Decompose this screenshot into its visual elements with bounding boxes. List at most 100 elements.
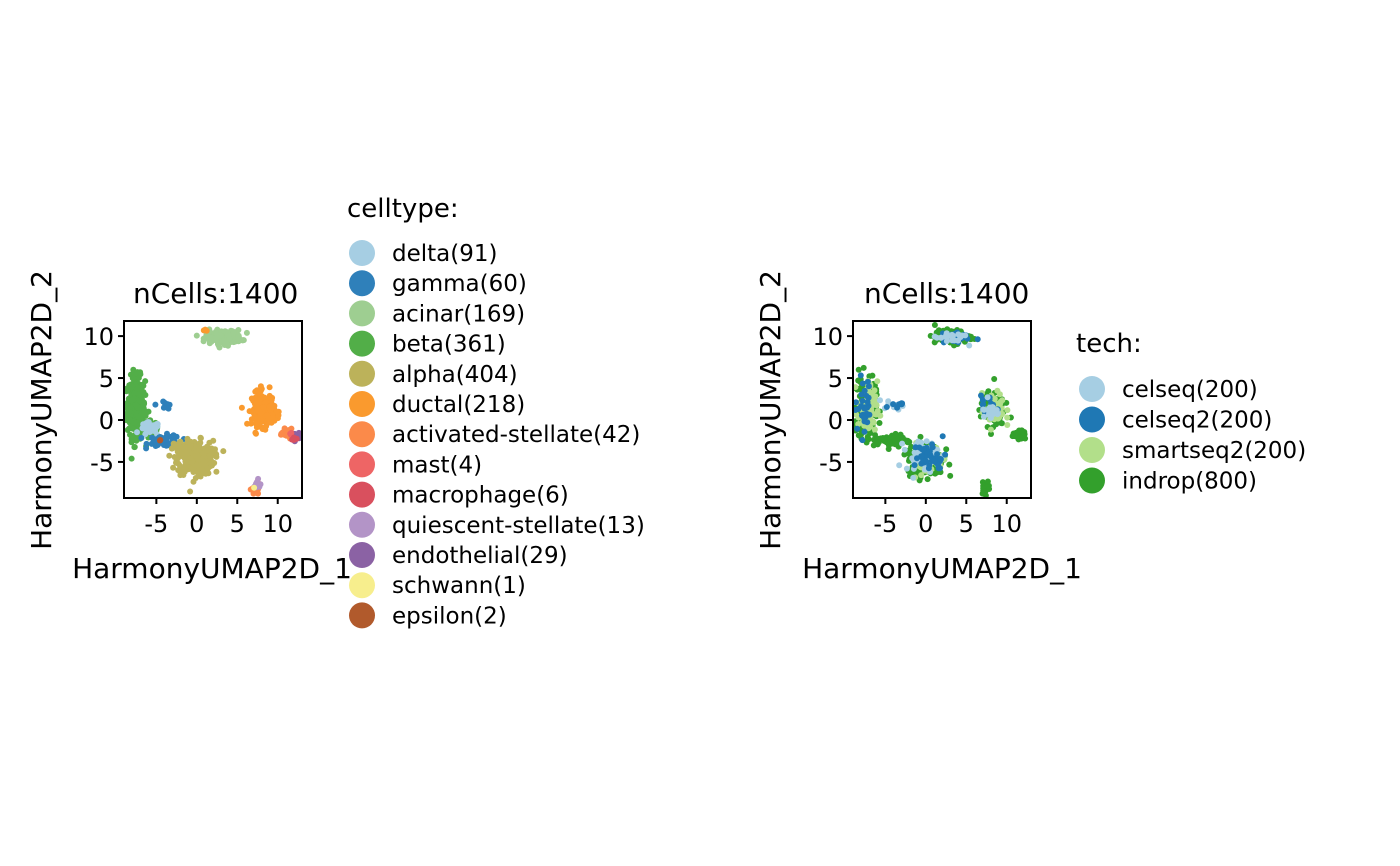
point-alpha [190, 478, 197, 485]
point-alpha [220, 448, 227, 455]
point-celseq [910, 474, 917, 481]
point-celseq2 [927, 451, 934, 458]
point-celseq [948, 333, 955, 340]
legend-entry: celseq2(200) [1079, 406, 1272, 434]
point-acinar [230, 339, 237, 346]
point-indrop [991, 376, 998, 382]
point-celseq2 [923, 458, 930, 465]
point-gamma [160, 404, 167, 411]
point-indrop [986, 486, 993, 492]
legend-entry: alpha(404) [349, 360, 518, 388]
point-celseq2 [863, 392, 870, 399]
point-smartseq2 [871, 387, 878, 394]
legend-swatch [349, 542, 375, 568]
point-smartseq2 [867, 423, 874, 430]
point-celseq2 [942, 451, 949, 458]
point-indrop [916, 477, 923, 484]
point-beta [142, 378, 149, 385]
point-ductal [262, 426, 269, 433]
legend-label: alpha(404) [392, 362, 518, 388]
point-acinar [208, 334, 215, 341]
point-celseq2 [858, 403, 865, 409]
point-celseq2 [864, 399, 871, 405]
legend-entry: celseq(200) [1079, 376, 1258, 403]
point-celseq [923, 438, 930, 445]
point-alpha [207, 460, 214, 467]
legend-label: acinar(169) [392, 301, 525, 327]
x-tick-label: -5 [873, 510, 897, 538]
point-smartseq2 [1004, 422, 1011, 428]
point-alpha [195, 471, 202, 477]
point-beta [131, 444, 138, 451]
legend-entry: mast(4) [349, 451, 482, 478]
point-smartseq2 [918, 472, 925, 479]
x-tick-label: -5 [144, 510, 168, 538]
legend-swatch [349, 572, 375, 599]
y-axis-label: HarmonyUMAP2D_2 [25, 270, 58, 550]
point-indrop [881, 436, 888, 443]
point-indrop [1017, 434, 1024, 441]
x-tick-label: 0 [918, 510, 933, 538]
legend-entry: quiescent-stellate(13) [349, 511, 645, 539]
legend-label: ductal(218) [392, 392, 525, 418]
point-alpha [207, 454, 214, 461]
legend-label: beta(361) [392, 332, 506, 358]
point-delta [139, 425, 146, 431]
point-smartseq2 [999, 410, 1006, 417]
point-activated-stellate [250, 490, 257, 497]
point-celseq2 [853, 399, 859, 406]
point-alpha [194, 452, 201, 459]
plot-frame [123, 320, 303, 499]
chart-title: nCells:1400 [133, 277, 298, 310]
point-beta [128, 455, 135, 462]
x-tick-label: 5 [230, 510, 245, 538]
point-beta [137, 413, 144, 419]
point-celseq2 [918, 453, 925, 460]
point-smartseq2 [1004, 407, 1011, 414]
point-ductal [264, 412, 271, 419]
legend-swatch [1079, 376, 1105, 402]
point-celseq [937, 334, 944, 341]
point-celseq2 [859, 380, 866, 387]
chart-title: nCells:1400 [864, 277, 1029, 310]
y-tick-label: 10 [812, 323, 843, 351]
point-celseq [966, 342, 973, 349]
point-indrop [908, 443, 915, 450]
point-celseq [980, 413, 987, 420]
point-alpha [196, 446, 203, 453]
legend-label: celseq(200) [1122, 377, 1258, 403]
point-beta [142, 411, 149, 418]
point-alpha [183, 444, 190, 451]
point-gamma [161, 437, 168, 443]
point-indrop [988, 431, 994, 437]
point-beta [141, 391, 147, 398]
legend-entry: smartseq2(200) [1079, 437, 1306, 464]
point-smartseq2 [997, 400, 1004, 407]
legend-entry: delta(91) [349, 240, 497, 267]
point-celseq [981, 406, 988, 413]
point-indrop [1018, 427, 1025, 434]
legend-swatch [349, 330, 375, 357]
point-celseq2 [939, 433, 946, 440]
point-gamma [160, 442, 167, 448]
point-celseq2 [861, 428, 868, 435]
y-tick-label: 5 [99, 365, 114, 393]
legend-entry: ductal(218) [349, 391, 525, 418]
point-indrop [891, 437, 898, 444]
legend-entry: schwann(1) [349, 572, 526, 599]
point-alpha [200, 458, 207, 465]
x-axis-label: HarmonyUMAP2D_1 [72, 552, 352, 585]
point-beta [134, 385, 141, 392]
legend-entry: macrophage(6) [349, 481, 569, 509]
point-celseq2 [937, 465, 943, 472]
legend-entry: indrop(800) [1079, 467, 1257, 495]
legend-swatch [1079, 406, 1105, 433]
point-beta [141, 400, 148, 407]
point-indrop [998, 420, 1005, 426]
point-alpha [170, 464, 177, 471]
point-celseq [901, 446, 908, 453]
point-smartseq2 [1004, 414, 1011, 421]
legend-swatch [1079, 467, 1105, 494]
